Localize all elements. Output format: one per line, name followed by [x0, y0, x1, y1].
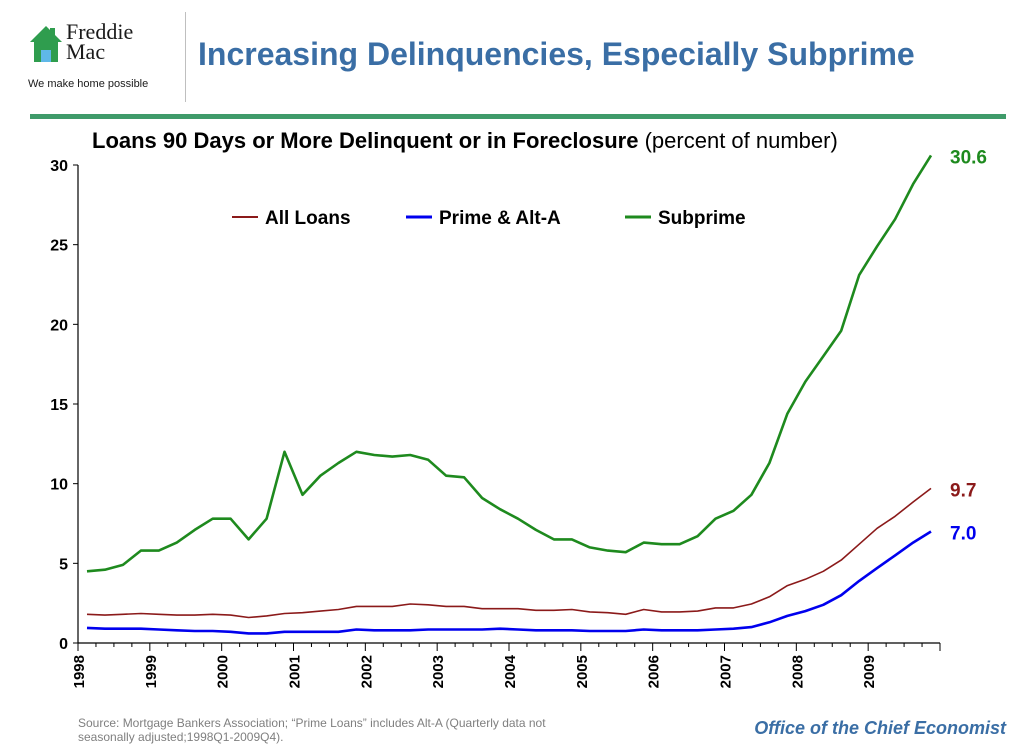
x-tick-label: 2006 — [646, 655, 663, 688]
header-divider — [185, 12, 186, 102]
x-tick-label: 2000 — [215, 655, 232, 688]
x-tick-label: 2005 — [574, 655, 591, 688]
x-tick-label: 1999 — [143, 655, 160, 688]
chart-title-row: Loans 90 Days or More Delinquent or in F… — [92, 128, 838, 154]
series-end-label: 9.7 — [950, 480, 976, 501]
series-end-label: 30.6 — [950, 147, 987, 168]
slide-title: Increasing Delinquencies, Especially Sub… — [198, 36, 915, 72]
y-tick-label: 5 — [59, 556, 68, 573]
series-end-label: 7.0 — [950, 523, 976, 544]
legend-label: All Loans — [265, 208, 351, 229]
x-tick-label: 2003 — [430, 655, 447, 688]
source-note: Source: Mortgage Bankers Association; “P… — [78, 716, 546, 744]
chart-legend: All Loans Prime & Alt-A Subprime — [232, 208, 746, 229]
series-line-subprime — [86, 154, 933, 573]
logo-word-mac: Mac — [66, 39, 106, 64]
office-label: Office of the Chief Economist — [754, 718, 1006, 738]
logo-tagline: We make home possible — [28, 78, 149, 90]
x-tick-label: 2002 — [358, 655, 375, 688]
x-tick-label: 2008 — [789, 655, 806, 688]
chart-subtitle: (percent of number) — [644, 128, 838, 153]
x-tick-label: 2007 — [718, 655, 735, 688]
series-line-all-loans — [86, 487, 932, 619]
series-line-prime-alt-a — [86, 530, 932, 635]
chart-series: 9.7 7.0 30.6 — [86, 147, 987, 635]
y-tick-label: 25 — [50, 238, 68, 255]
y-tick-label: 15 — [50, 397, 68, 414]
y-tick-label: 30 — [50, 158, 68, 175]
chart-axes: 0 5 10 15 20 25 30 1998 1999 2000 2001 2002 2003 2004… — [50, 158, 941, 688]
freddie-mac-logo: Freddie Mac We make home possible — [28, 19, 178, 92]
x-tick-label: 1998 — [71, 655, 88, 688]
y-tick-label: 0 — [59, 636, 68, 653]
title-rule — [30, 114, 1006, 119]
x-tick-label: 2009 — [861, 655, 878, 688]
chart-title: Loans 90 Days or More Delinquent or in F… — [92, 128, 639, 153]
legend-label: Prime & Alt-A — [439, 208, 561, 229]
logo-word-freddie: Freddie — [66, 19, 134, 44]
x-tick-label: 2004 — [502, 654, 519, 688]
legend-label: Subprime — [658, 208, 746, 229]
x-tick-label: 2001 — [287, 655, 304, 688]
house-icon — [30, 26, 62, 62]
y-tick-label: 10 — [50, 477, 68, 494]
y-tick-label: 20 — [50, 317, 68, 334]
